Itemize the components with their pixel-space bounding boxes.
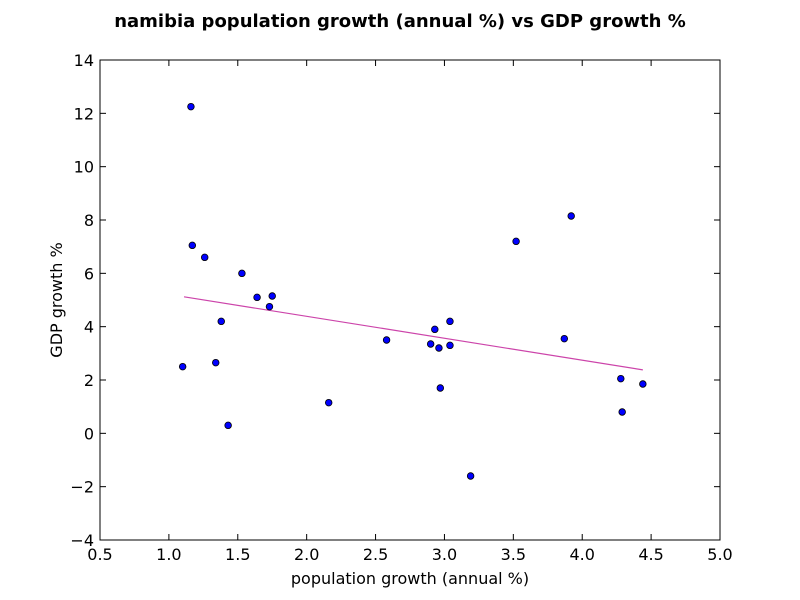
y-tick-label: 0	[84, 424, 94, 443]
scatter-point	[512, 237, 520, 246]
scatter-point	[268, 292, 276, 300]
scatter-point	[382, 336, 391, 344]
scatter-point	[238, 269, 246, 278]
y-axis: −4 −2 0 2 4 6 8 10 12 14	[70, 51, 720, 550]
x-axis-label: population growth (annual %)	[291, 569, 529, 588]
x-tick-label: 4.0	[569, 545, 594, 564]
scatter-point	[201, 253, 209, 262]
y-tick-label: 2	[84, 371, 94, 390]
x-axis: 0.5 1.0 1.5 2.0 2.5 3.0 3.5 4.0 4.5 5.0	[87, 60, 733, 564]
y-tick-label: 10	[74, 158, 94, 177]
scatter-point	[217, 317, 225, 326]
scatter-point	[446, 317, 454, 326]
x-tick-label: 3.0	[432, 545, 457, 564]
scatter-point	[618, 408, 626, 416]
x-tick-label: 5.0	[707, 545, 732, 564]
scatter-point	[435, 344, 443, 352]
scatter-point	[426, 340, 435, 348]
scatter-point	[466, 472, 475, 480]
y-tick-label: −2	[70, 478, 94, 497]
scatter-point	[567, 212, 575, 220]
x-tick-label: 2.5	[363, 545, 388, 564]
x-tick-label: 1.5	[225, 545, 250, 564]
scatter-point	[436, 384, 445, 392]
scatter-point	[639, 380, 647, 388]
y-tick-label: 12	[74, 104, 94, 123]
trend-line	[183, 296, 643, 371]
scatter-point	[188, 241, 197, 250]
x-tick-label: 4.5	[638, 545, 663, 564]
y-tick-label: 8	[84, 211, 94, 230]
x-tick-label: 3.5	[501, 545, 526, 564]
scatter-point	[212, 358, 220, 367]
scatter-point	[560, 334, 569, 343]
chart-title: namibia population growth (annual %) vs …	[114, 11, 686, 32]
scatter-points	[178, 102, 647, 480]
plot-area	[99, 59, 721, 541]
scatter-point	[253, 293, 261, 302]
scatter-point	[178, 362, 187, 371]
y-axis-label: GDP growth %	[47, 242, 66, 357]
scatter-point	[431, 325, 439, 334]
scatter-point	[187, 102, 195, 111]
trend-line-layer	[183, 296, 643, 371]
scatter-point	[224, 421, 232, 430]
scatter-point	[325, 398, 333, 407]
y-tick-label: 6	[84, 264, 94, 283]
y-tick-label: −4	[70, 531, 94, 550]
x-tick-label: 1.0	[156, 545, 181, 564]
scatter-point	[446, 341, 454, 350]
x-tick-label: 2.0	[294, 545, 319, 564]
scatter-point	[265, 302, 274, 311]
x-tick-label: 0.5	[87, 545, 112, 564]
scatter-point	[617, 374, 625, 383]
y-tick-label: 14	[74, 51, 94, 70]
y-tick-label: 4	[84, 318, 94, 337]
